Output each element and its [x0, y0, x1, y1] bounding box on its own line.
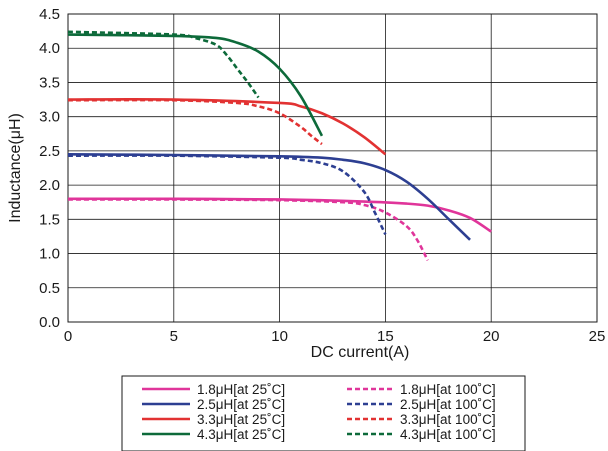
y-tick-label: 3.0 [39, 109, 60, 126]
x-tick-label: 0 [64, 328, 72, 345]
legend-label-6: 3.3μH[at 100˚C] [400, 412, 496, 427]
y-tick-label: 2.0 [39, 177, 60, 194]
series-lines [67, 30, 492, 261]
grid [67, 13, 598, 323]
x-tick-label: 5 [170, 328, 178, 345]
y-tick-label: 0.0 [39, 314, 60, 331]
x-tick-label: 10 [271, 328, 288, 345]
x-tick-label: 15 [377, 328, 394, 345]
x-tick-label: 20 [483, 328, 500, 345]
series-line-6 [67, 98, 323, 146]
series-line-2 [67, 98, 387, 156]
y-tick-label: 4.5 [39, 6, 60, 23]
y-tick-label: 2.5 [39, 143, 60, 160]
legend-label-3: 4.3μH[at 25˚C] [197, 427, 285, 442]
legend-label-7: 4.3μH[at 100˚C] [400, 427, 496, 442]
legend-label-0: 1.8μH[at 25˚C] [197, 382, 285, 397]
y-tick-label: 0.5 [39, 280, 60, 297]
y-tick-label: 1.5 [39, 211, 60, 228]
legend-label-4: 1.8μH[at 100˚C] [400, 382, 496, 397]
plot-area-frame [67, 13, 598, 323]
legend-label-5: 2.5μH[at 100˚C] [400, 397, 496, 412]
tick-labels: 0 5 10 15 20 25 0.0 0.5 1.0 1.5 2.0 2.5 3.0 3.5 4.0 4.5 [39, 6, 605, 345]
x-tick-label: 25 [589, 328, 606, 345]
y-tick-label: 4.0 [39, 40, 60, 57]
x-axis-title: DC current(A) [311, 344, 410, 361]
series-line-7 [67, 30, 260, 99]
series-line-5 [67, 154, 387, 235]
legend: 1.8μH[at 25˚C]2.5μH[at 25˚C]3.3μH[at 25˚… [121, 375, 526, 451]
legend-label-1: 2.5μH[at 25˚C] [197, 397, 285, 412]
y-tick-label: 1.0 [39, 246, 60, 263]
y-tick-label: 3.5 [39, 74, 60, 91]
legend-label-2: 3.3μH[at 25˚C] [197, 412, 285, 427]
series-line-3 [67, 33, 324, 137]
y-axis-title: Inductance(μH) [7, 113, 24, 223]
series-line-4 [67, 198, 429, 261]
series-line-1 [67, 153, 471, 241]
legend-items: 1.8μH[at 25˚C]2.5μH[at 25˚C]3.3μH[at 25˚… [142, 382, 496, 442]
